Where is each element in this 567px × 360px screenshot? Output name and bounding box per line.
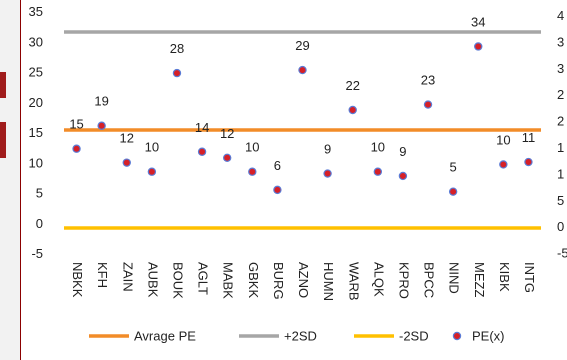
chart-frame: 35 30 25 20 15 10 5 0 -5 4 3 3 2 2 1 1 5 0 -5 15 19 12 10 28 14 1… — [20, 0, 567, 360]
x-category-label: AZNO — [296, 262, 311, 298]
data-label: 22 — [345, 78, 359, 93]
y-tick-label: 0 — [36, 216, 43, 231]
strip-mark-top — [0, 72, 6, 98]
data-label: 11 — [522, 130, 536, 145]
data-label: 12 — [220, 126, 234, 141]
legend-label: +2SD — [284, 329, 317, 344]
legend-label: PE(x) — [472, 329, 505, 344]
data-point — [448, 187, 458, 196]
data-point — [147, 167, 157, 176]
strip-mark-bottom — [0, 122, 6, 158]
x-category-label: MEZZ — [472, 262, 487, 297]
right-axis-tick-label: 3 — [557, 34, 564, 49]
data-point — [524, 157, 533, 167]
x-category-label: BOUK — [171, 262, 186, 299]
x-category-label: WARB — [346, 262, 361, 301]
data-label: 34 — [471, 14, 485, 29]
x-category-label: KPRO — [396, 262, 411, 299]
data-label: 5 — [450, 160, 457, 175]
x-category-label: NIND — [447, 262, 462, 294]
data-label: 28 — [170, 41, 184, 56]
data-point — [373, 167, 383, 176]
y-tick-label: 20 — [29, 95, 43, 110]
data-point — [273, 185, 282, 195]
y-tick-label: 15 — [29, 125, 43, 140]
data-label: 9 — [399, 144, 406, 159]
data-point — [97, 121, 106, 130]
data-label: 9 — [324, 142, 331, 157]
legend-label: -2SD — [399, 329, 429, 344]
data-label: 6 — [274, 158, 281, 173]
data-label: 23 — [421, 73, 435, 88]
right-axis-tick-label: 0 — [557, 219, 564, 234]
data-label: 14 — [195, 120, 209, 135]
legend-label: Avrage PE — [134, 329, 196, 344]
data-point — [398, 171, 408, 181]
data-point — [474, 42, 483, 51]
data-label: 10 — [245, 140, 259, 155]
y-tick-label: 10 — [29, 155, 43, 170]
x-category-label: NBKK — [70, 262, 85, 298]
right-axis-tick-label: 3 — [557, 61, 564, 76]
x-category-label: HUMN — [321, 262, 336, 301]
right-axis-tick-label: 2 — [557, 87, 564, 102]
x-category-label: BURG — [271, 262, 286, 300]
x-category-label: KFH — [95, 262, 110, 288]
data-label: 12 — [120, 131, 134, 146]
right-axis-tick-label: -5 — [557, 246, 567, 261]
data-point — [72, 144, 81, 153]
x-category-label: KIBK — [497, 262, 512, 292]
data-point — [499, 160, 508, 169]
data-point — [248, 167, 257, 176]
data-point — [172, 68, 182, 78]
data-point — [122, 158, 131, 167]
data-point — [348, 105, 357, 115]
right-axis-tick-label: 1 — [557, 166, 564, 181]
y-tick-label: 35 — [29, 4, 43, 19]
y-tick-label: 30 — [29, 34, 43, 49]
y-tick-label: 25 — [29, 65, 43, 80]
data-point — [197, 147, 207, 156]
data-label: 10 — [371, 140, 385, 155]
data-label: 29 — [295, 38, 309, 53]
data-label: 19 — [94, 94, 108, 109]
right-axis-tick-label: 2 — [557, 114, 564, 129]
right-axis-tick-label: 1 — [557, 140, 564, 155]
legend-swatch-marker — [452, 331, 462, 341]
x-category-label: INTG — [522, 262, 537, 293]
x-category-label: ALQK — [371, 262, 386, 297]
right-axis-tick-label: 4 — [557, 8, 564, 23]
data-point — [323, 169, 332, 178]
x-category-label: ZAIN — [120, 262, 135, 292]
right-axis-tick-label: 5 — [557, 193, 564, 208]
y-tick-label: -5 — [31, 246, 43, 261]
data-label: 10 — [496, 132, 510, 147]
left-panel-strip — [0, 0, 20, 360]
data-label: 15 — [69, 117, 83, 132]
x-category-label: GBKK — [246, 262, 261, 298]
data-point — [298, 65, 307, 75]
x-category-label: AUBK — [145, 262, 160, 298]
data-point — [423, 100, 433, 109]
data-point — [222, 153, 232, 163]
x-category-label: MABK — [221, 262, 236, 299]
x-category-label: AGLT — [196, 262, 211, 295]
y-tick-label: 5 — [36, 186, 43, 201]
data-label: 10 — [145, 140, 159, 155]
x-category-label: BPCC — [422, 262, 437, 298]
